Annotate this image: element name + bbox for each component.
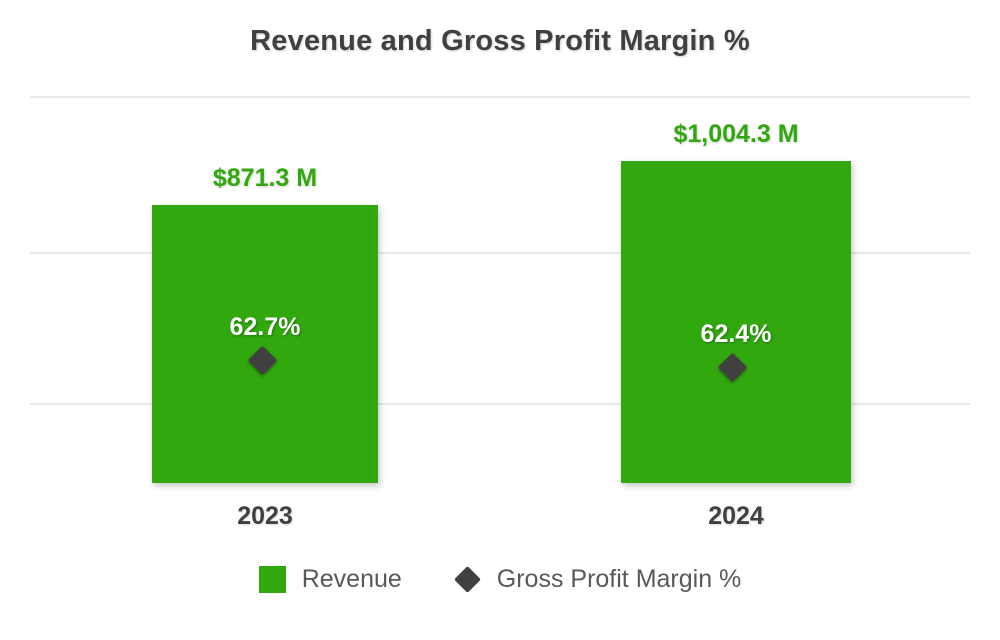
margin-value-label-2023: 62.7% [229,313,301,341]
chart-title: Revenue and Gross Profit Margin % [250,25,750,57]
revenue-swatch-icon [258,566,286,593]
revenue-bar-2024 [621,161,851,483]
revenue-bar-2023 [152,205,378,483]
legend: Revenue Gross Profit Margin % [0,565,1000,594]
revenue-value-label-2023: $871.3 M [212,164,318,192]
x-axis-label-2023: 2023 [237,502,293,530]
gridline-top [30,96,970,98]
legend-item-revenue: Revenue [258,565,402,594]
margin-value-label-2024: 62.4% [700,320,772,348]
x-axis-label-2024: 2024 [708,502,764,530]
revenue-value-label-2024: $1,004.3 M [673,120,799,148]
legend-item-gross-profit-margin: Gross Profit Margin % [453,565,742,594]
legend-label-revenue: Revenue [301,565,402,593]
legend-label-gross-profit-margin: Gross Profit Margin % [496,565,742,593]
gridline-bottom [30,403,970,405]
gridline-middle [30,252,970,254]
margin-diamond-icon [453,566,481,593]
